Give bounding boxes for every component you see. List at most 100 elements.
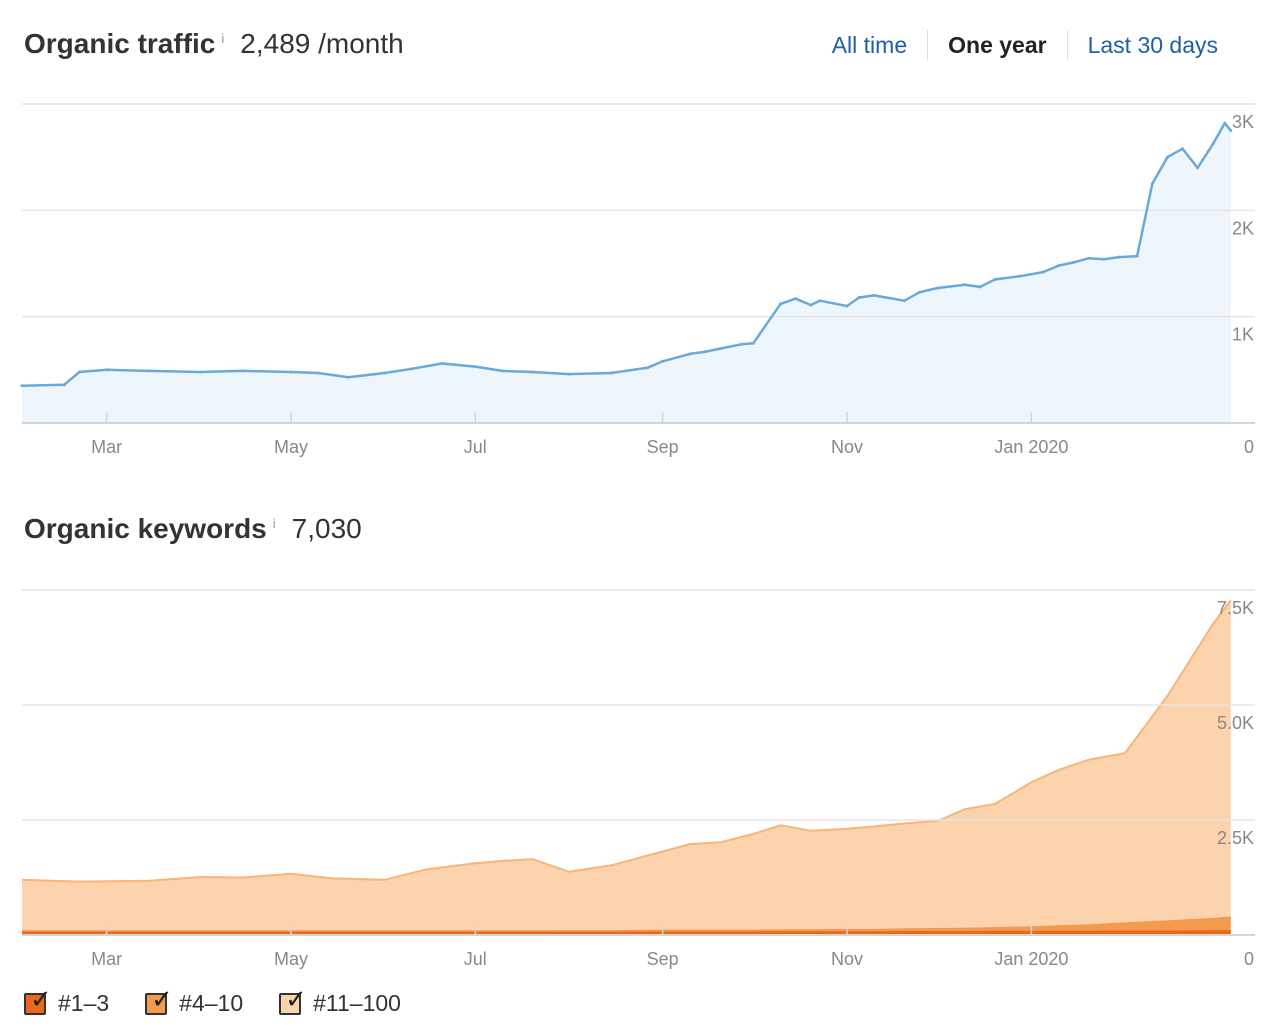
- traffic-point: [646, 366, 650, 370]
- traffic-point: [779, 302, 782, 306]
- traffic-point: [198, 370, 202, 374]
- organic-keywords-chart[interactable]: 0 2.5K 5.0K 7.5K Mar May Jul Sep Nov Jan 2020: [0, 0, 1280, 980]
- traffic-point: [902, 299, 906, 303]
- traffic-point: [1196, 166, 1200, 170]
- legend-item-top-3[interactable]: ✓ #1–3: [24, 986, 110, 1017]
- x-tick-label: Mar: [91, 949, 122, 969]
- legend-item-11-100[interactable]: ✓ #11–100: [279, 986, 401, 1017]
- legend-item-4-10[interactable]: ✓ #4–10: [145, 986, 244, 1017]
- legend-label: #11–100: [313, 990, 401, 1016]
- checkbox-4-10[interactable]: ✓: [145, 986, 173, 1015]
- traffic-point: [1017, 274, 1021, 278]
- traffic-point: [410, 367, 414, 371]
- info-icon[interactable]: i: [272, 516, 276, 531]
- traffic-point: [1117, 255, 1121, 259]
- y-tick-label: 2K: [1232, 218, 1254, 238]
- keywords-title: Organic keywords: [24, 513, 267, 544]
- legend-label: #1–3: [58, 990, 110, 1016]
- x-tick-label: May: [274, 949, 308, 969]
- checkbox-top-3[interactable]: ✓: [24, 986, 52, 1015]
- traffic-point: [845, 304, 849, 308]
- traffic-point: [1057, 264, 1061, 268]
- traffic-point: [1087, 256, 1091, 260]
- traffic-point: [316, 371, 320, 375]
- keywords-legend: ✓ #1–3 ✓ #4–10 ✓ #11–100: [24, 986, 437, 1017]
- traffic-point: [963, 283, 967, 287]
- traffic-point: [809, 303, 813, 307]
- traffic-point: [609, 371, 613, 375]
- y-tick-label: 1K: [1232, 325, 1254, 345]
- y-tick-label: 5.0K: [1217, 713, 1254, 733]
- traffic-point: [346, 375, 350, 379]
- traffic-point: [440, 362, 444, 365]
- x-tick-label: Mar: [91, 437, 122, 457]
- y-tick-label: 3K: [1232, 112, 1254, 132]
- keywords-line-2: [21, 599, 1232, 883]
- traffic-point: [818, 299, 822, 303]
- traffic-point: [661, 359, 665, 363]
- traffic-point: [501, 369, 504, 373]
- traffic-point: [20, 384, 24, 388]
- tab-divider: [927, 30, 929, 60]
- traffic-point: [936, 286, 940, 290]
- traffic-point: [794, 297, 798, 301]
- traffic-point: [703, 350, 707, 354]
- traffic-point: [857, 296, 861, 299]
- traffic-point: [241, 369, 245, 373]
- x-tick-label: Jul: [464, 949, 487, 969]
- traffic-point: [1042, 270, 1045, 274]
- traffic-point: [739, 342, 743, 346]
- traffic-point: [473, 365, 477, 369]
- traffic-point: [1229, 129, 1233, 133]
- legend-label: #4–10: [179, 990, 244, 1016]
- traffic-point: [993, 277, 997, 281]
- x-tick-label: Sep: [647, 437, 679, 457]
- y-tick-label: 0: [1244, 949, 1254, 969]
- traffic-point: [1165, 155, 1169, 159]
- checkmark-icon: ✓: [151, 983, 173, 1014]
- x-tick-label: Jan 2020: [994, 949, 1068, 969]
- traffic-point: [1072, 260, 1076, 264]
- x-tick-label: Sep: [647, 949, 679, 969]
- info-icon[interactable]: i: [221, 31, 225, 46]
- x-tick-label: May: [274, 437, 308, 457]
- traffic-point: [1150, 182, 1154, 186]
- x-tick-label: Jul: [464, 437, 487, 457]
- x-tick-label: Jan 2020: [994, 437, 1068, 457]
- traffic-area-fill: [22, 123, 1231, 423]
- tab-all-time[interactable]: All time: [831, 31, 908, 58]
- x-tick-label: Nov: [831, 949, 863, 969]
- traffic-point: [978, 285, 982, 289]
- traffic-point: [872, 293, 876, 297]
- organic-traffic-chart[interactable]: 0 1K 2K 3K Mar May Jul Sep Nov Jan 2020: [0, 0, 1280, 470]
- keywords-value: 7,030: [291, 513, 362, 544]
- keywords-header: Organic keywords i 7,030: [24, 513, 362, 545]
- traffic-point: [918, 290, 922, 294]
- traffic-point: [531, 370, 535, 374]
- traffic-point: [289, 370, 293, 374]
- traffic-point: [105, 368, 109, 372]
- traffic-point: [1181, 147, 1184, 151]
- tab-last-30-days[interactable]: Last 30 days: [1087, 31, 1218, 58]
- tab-divider: [1066, 30, 1068, 60]
- y-tick-label: 0: [1244, 437, 1254, 457]
- y-tick-label: 7.5K: [1217, 598, 1254, 618]
- traffic-point: [688, 352, 692, 356]
- traffic-point: [718, 347, 722, 351]
- checkbox-11-100[interactable]: ✓: [279, 986, 307, 1015]
- traffic-point: [77, 370, 81, 374]
- traffic-value: 2,489 /month: [240, 28, 404, 59]
- y-tick-label: 2.5K: [1217, 828, 1254, 848]
- traffic-point: [751, 341, 755, 345]
- checkmark-icon: ✓: [30, 983, 52, 1014]
- tab-one-year[interactable]: One year: [948, 31, 1047, 58]
- traffic-point: [1211, 142, 1215, 146]
- traffic-point: [1102, 257, 1106, 261]
- traffic-point: [567, 372, 571, 376]
- checkmark-icon: ✓: [285, 983, 307, 1014]
- x-tick-label: Nov: [831, 437, 863, 457]
- traffic-header: Organic traffic i 2,489 /month: [24, 28, 404, 60]
- traffic-title: Organic traffic: [24, 28, 216, 59]
- traffic-point: [383, 371, 387, 375]
- time-range-tabs: All time One year Last 30 days: [812, 30, 1218, 60]
